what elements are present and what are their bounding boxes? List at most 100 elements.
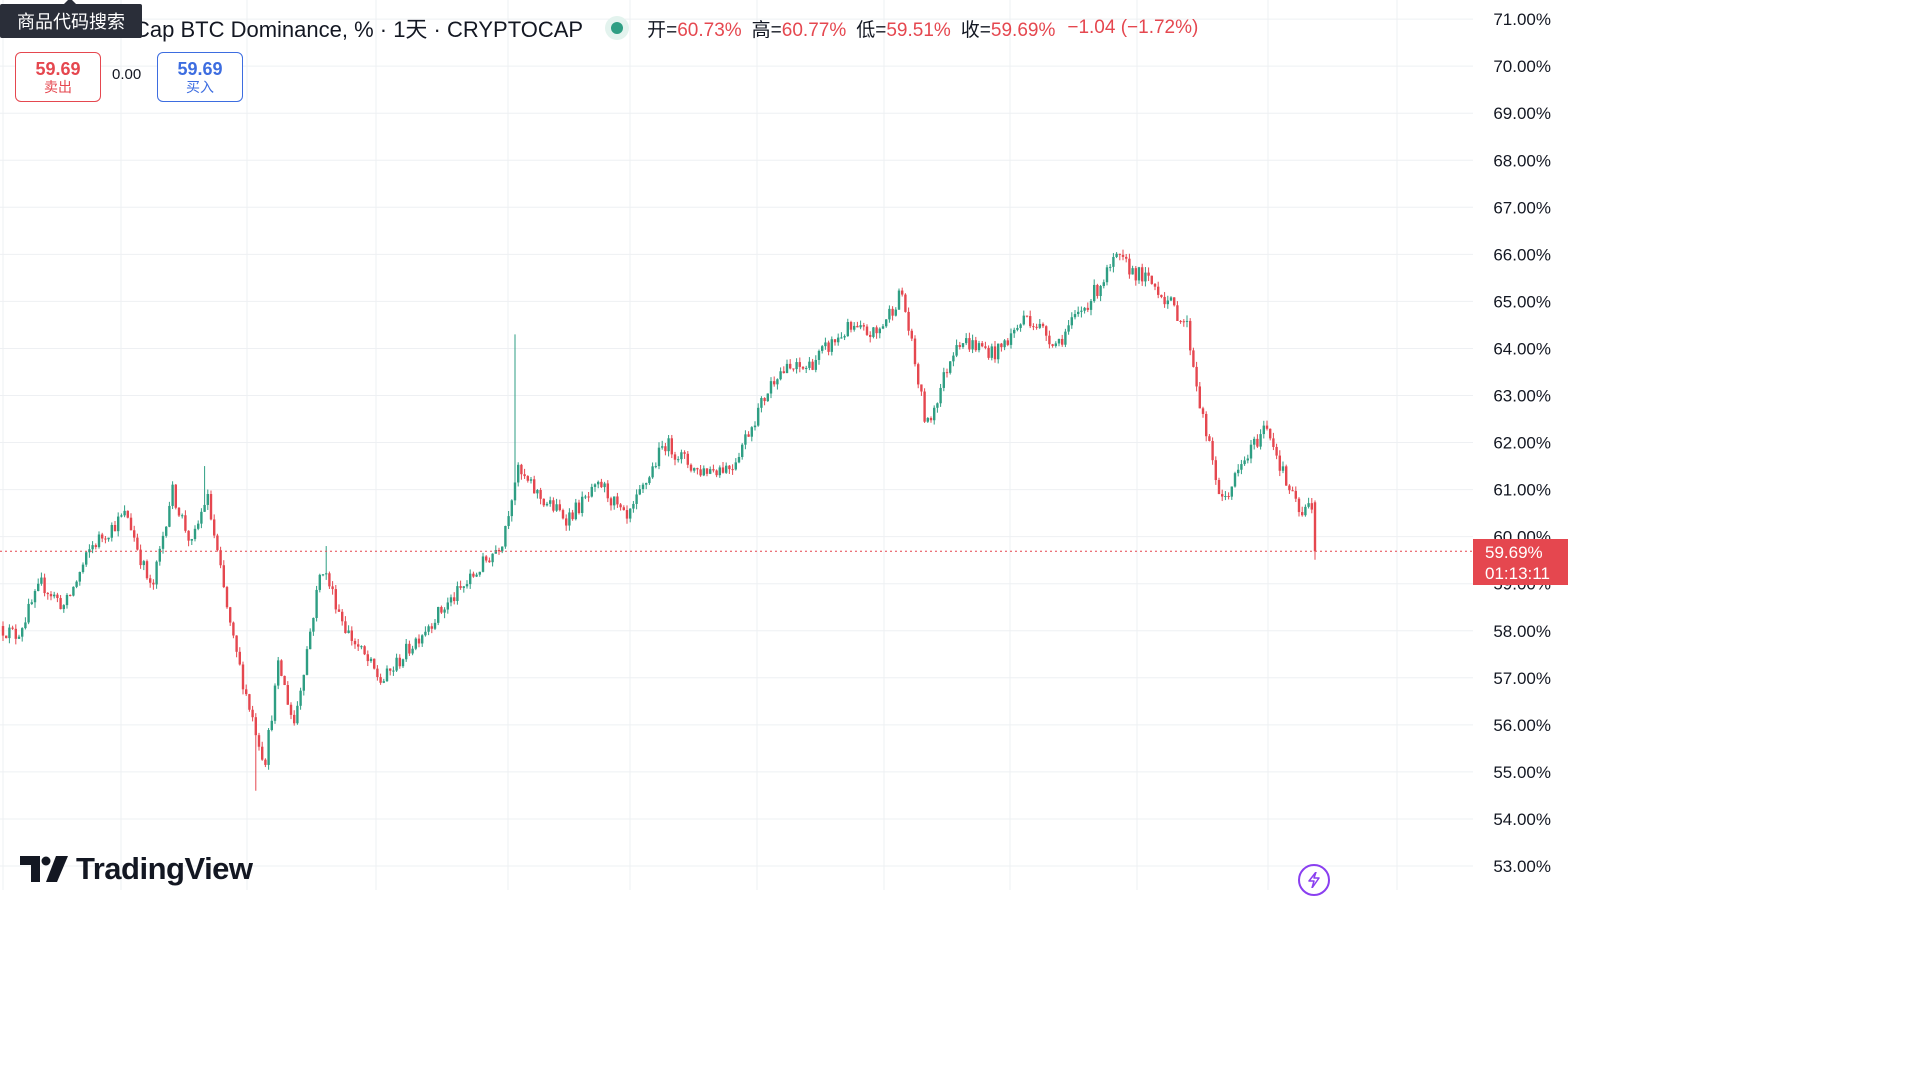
- candle-body: [600, 481, 603, 488]
- candle-body: [1093, 284, 1096, 302]
- sell-button[interactable]: 59.69 卖出: [15, 52, 101, 102]
- candle: [875, 325, 878, 339]
- candle: [1214, 456, 1217, 485]
- candle: [289, 702, 293, 720]
- candle-body: [853, 325, 856, 330]
- candle: [238, 647, 241, 666]
- candle-body: [350, 630, 353, 641]
- candle: [590, 483, 593, 498]
- candle-body: [1051, 344, 1054, 346]
- candle: [1189, 318, 1192, 356]
- candle-body: [296, 705, 299, 724]
- candle: [1291, 486, 1294, 492]
- candle: [971, 334, 974, 354]
- candle-body: [190, 539, 193, 541]
- candle: [869, 331, 872, 343]
- tradingview-logo[interactable]: TradingView: [20, 851, 253, 887]
- candle: [827, 340, 830, 356]
- candle-body: [949, 361, 952, 373]
- candle-body: [49, 594, 53, 597]
- candle-body: [331, 586, 334, 590]
- candle-body: [984, 346, 987, 348]
- candle: [1009, 328, 1013, 349]
- candle: [549, 496, 552, 507]
- chart-legend[interactable]: Cap BTC Dominance, % · 1天 · CRYPTOCAP 开=…: [134, 14, 1198, 42]
- candle: [398, 654, 401, 669]
- candle-body: [779, 371, 782, 380]
- y-tick-label: 65.00%: [1493, 292, 1551, 311]
- y-tick-label: 70.00%: [1493, 57, 1551, 76]
- candle: [235, 635, 238, 658]
- candle: [478, 571, 481, 577]
- candle: [881, 323, 885, 330]
- candle: [805, 365, 808, 374]
- candle: [824, 337, 827, 350]
- candle: [232, 621, 235, 639]
- candle: [357, 638, 360, 652]
- candle: [718, 465, 721, 478]
- lightning-bolt-button[interactable]: [1298, 864, 1330, 896]
- candle-body: [101, 534, 104, 539]
- candle-body: [1131, 268, 1134, 275]
- candle: [737, 452, 741, 464]
- candle: [273, 683, 277, 724]
- candle-body: [149, 578, 152, 583]
- candle-body: [699, 469, 702, 476]
- candle: [555, 498, 558, 512]
- candle: [328, 571, 331, 589]
- candle: [603, 481, 606, 493]
- candle-body: [328, 573, 331, 587]
- candle-body: [357, 644, 360, 647]
- y-tick-label: 63.00%: [1493, 387, 1551, 406]
- candle: [1086, 302, 1089, 313]
- candle: [14, 624, 17, 645]
- candle: [558, 499, 561, 512]
- chart-grid: [0, 0, 1473, 890]
- candle-body: [523, 474, 526, 477]
- candle: [296, 701, 299, 725]
- candle-body: [773, 381, 776, 385]
- candle-body: [145, 561, 149, 579]
- logo-text: TradingView: [76, 851, 253, 886]
- candle-body: [769, 381, 773, 394]
- candle-body: [792, 368, 795, 370]
- candle-body: [702, 468, 705, 476]
- candle-body: [629, 508, 632, 519]
- candle-body: [5, 635, 8, 639]
- symbol-title[interactable]: Cap BTC Dominance, % · 1天 · CRYPTOCAP: [134, 17, 584, 42]
- candle: [1272, 432, 1275, 451]
- candle: [619, 503, 622, 511]
- candle: [593, 483, 597, 492]
- candle-body: [590, 486, 593, 497]
- candle-body: [1128, 258, 1131, 275]
- candle: [97, 531, 101, 549]
- candle: [638, 485, 641, 496]
- candle: [158, 546, 161, 566]
- candle: [677, 456, 680, 463]
- candle-body: [1080, 310, 1083, 312]
- candle-body: [446, 602, 449, 610]
- candle-body: [21, 628, 24, 637]
- price-axis[interactable]: 53.00%54.00%55.00%56.00%57.00%58.00%59.0…: [1493, 10, 1551, 876]
- candle: [1237, 464, 1240, 477]
- candle: [107, 537, 110, 542]
- candle-body: [885, 319, 888, 327]
- candle: [46, 592, 49, 600]
- buy-button[interactable]: 59.69 买入: [157, 52, 243, 102]
- candle: [817, 349, 821, 365]
- candlestick-chart[interactable]: 53.00%54.00%55.00%56.00%57.00%58.00%59.0…: [0, 0, 1568, 890]
- candle-body: [177, 507, 181, 516]
- candle: [117, 512, 120, 537]
- candle-body: [1054, 343, 1057, 346]
- candle-body: [725, 465, 728, 473]
- candle-body: [974, 340, 977, 351]
- candle-body: [40, 577, 43, 584]
- candle: [904, 293, 907, 313]
- candle-body: [872, 327, 875, 337]
- candle-body: [782, 371, 785, 374]
- candle-body: [405, 643, 408, 660]
- candle: [1073, 310, 1077, 320]
- candle-body: [843, 336, 846, 338]
- candle-body: [1185, 320, 1189, 322]
- candle-body: [910, 330, 913, 339]
